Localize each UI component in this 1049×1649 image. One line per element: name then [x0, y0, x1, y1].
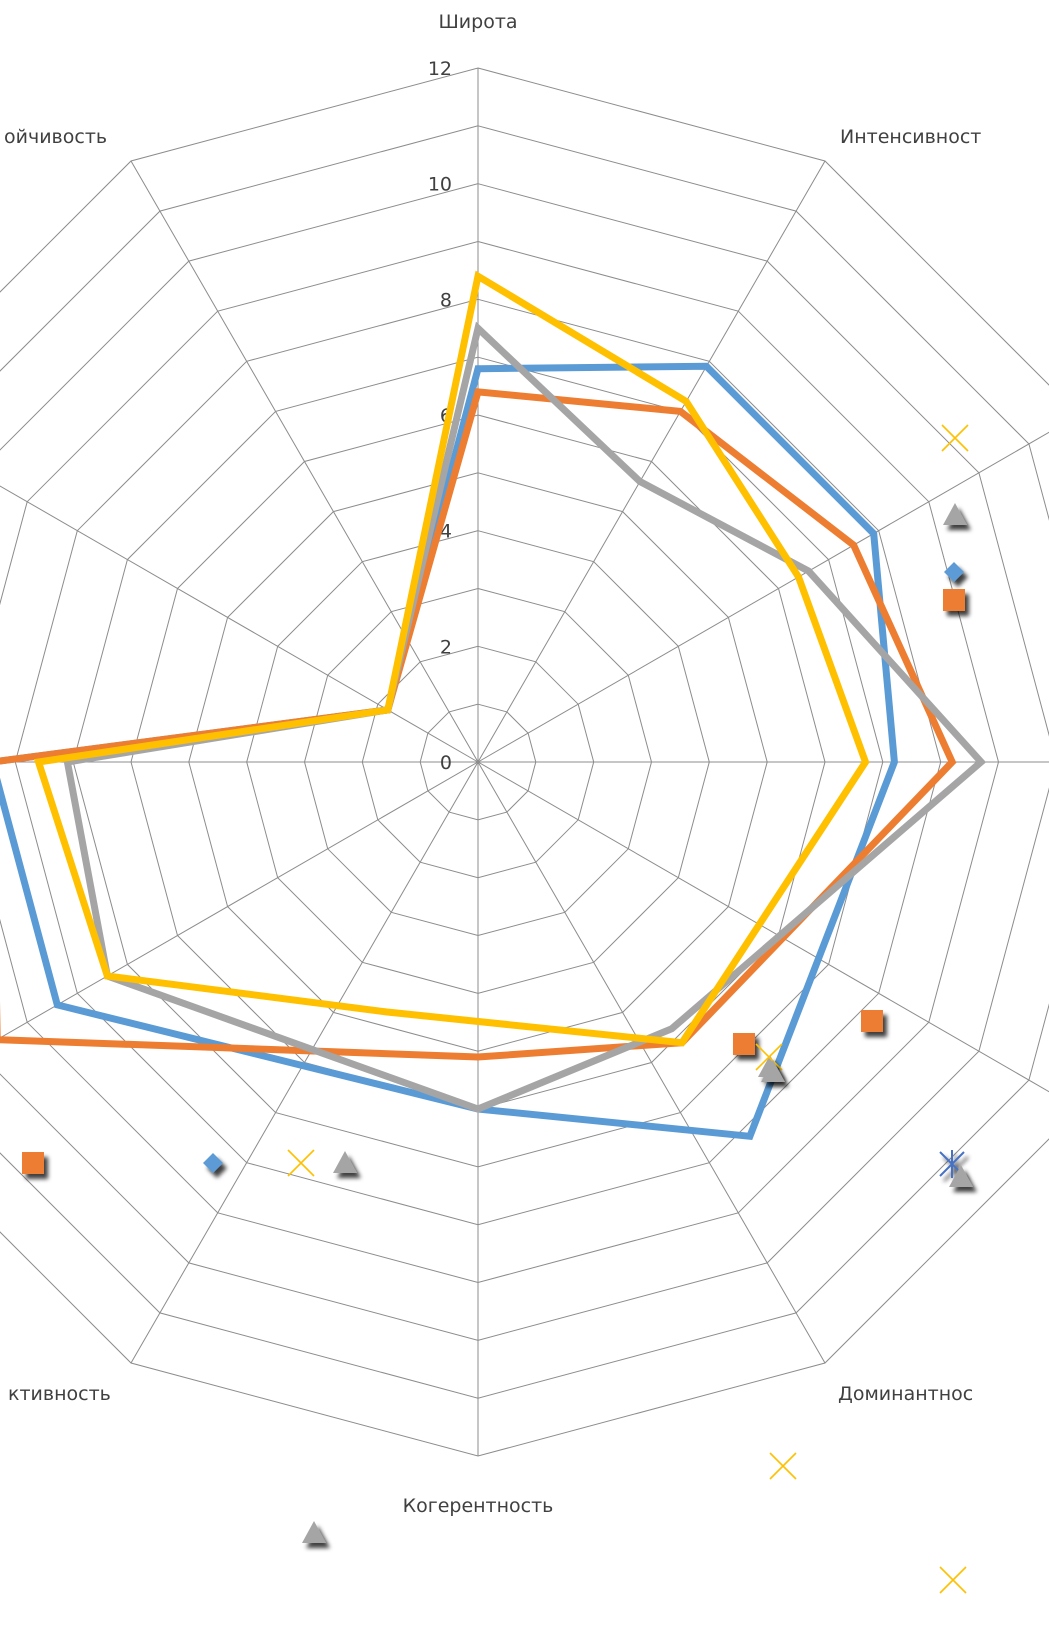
axis-label: ктивность: [8, 1383, 111, 1405]
stray-marker-triangle: [949, 1165, 973, 1187]
stray-marker-square: [861, 1010, 883, 1032]
grid-ring: [0, 125, 1049, 1399]
axis-label: Широта: [438, 11, 517, 33]
grid-spoke: [477, 761, 1049, 1093]
stray-marker-square: [22, 1152, 44, 1174]
stray-marker-x: [941, 424, 969, 452]
axis-label: ойчивость: [4, 126, 107, 148]
stray-marker-square: [943, 589, 965, 611]
grid-spoke: [477, 431, 1049, 763]
axis-label: Доминантнос: [838, 1383, 973, 1405]
grid-ring: [188, 472, 768, 1052]
grid-ring: [419, 703, 537, 821]
stray-marker-square: [733, 1033, 755, 1055]
tick-label: 10: [428, 174, 452, 196]
stray-marker-triangle: [302, 1521, 326, 1543]
data-series: [0, 270, 987, 1141]
grid-ring: [0, 67, 1049, 1457]
tick-label: 2: [440, 636, 452, 658]
stray-marker-x: [287, 1149, 315, 1177]
grid-ring: [303, 587, 653, 937]
stray-marker-x: [755, 1043, 783, 1071]
tick-label: 0: [440, 752, 452, 774]
stray-markers: [22, 424, 973, 1594]
stray-marker-x: [939, 1566, 967, 1594]
stray-marker-triangle: [333, 1151, 357, 1173]
tick-label: 8: [440, 289, 452, 311]
stray-marker-triangle: [761, 1060, 785, 1082]
grid-ring: [246, 530, 710, 994]
stray-marker-diamond: [203, 1153, 223, 1173]
series-line-4: [33, 270, 870, 1047]
series-line-2: [0, 388, 957, 1061]
stray-marker-diamond: [944, 562, 964, 582]
stray-marker-x: [769, 1452, 797, 1480]
radar-grid: [0, 67, 1049, 1457]
stray-marker-triangle: [943, 503, 967, 525]
axis-label: Интенсивност: [840, 126, 981, 148]
grid-ring: [361, 645, 595, 879]
axis-category-labels: Широта Интенсивност Доминантнос Когерентнос…: [4, 11, 981, 1517]
grid-ring: [0, 183, 1049, 1341]
grid-spoke: [0, 485, 479, 763]
tick-label: 12: [428, 58, 452, 80]
grid-ring: [14, 298, 942, 1226]
grid-ring: [72, 356, 884, 1168]
axis-label: Когерентность: [403, 1495, 554, 1517]
grid-ring: [0, 240, 1000, 1284]
